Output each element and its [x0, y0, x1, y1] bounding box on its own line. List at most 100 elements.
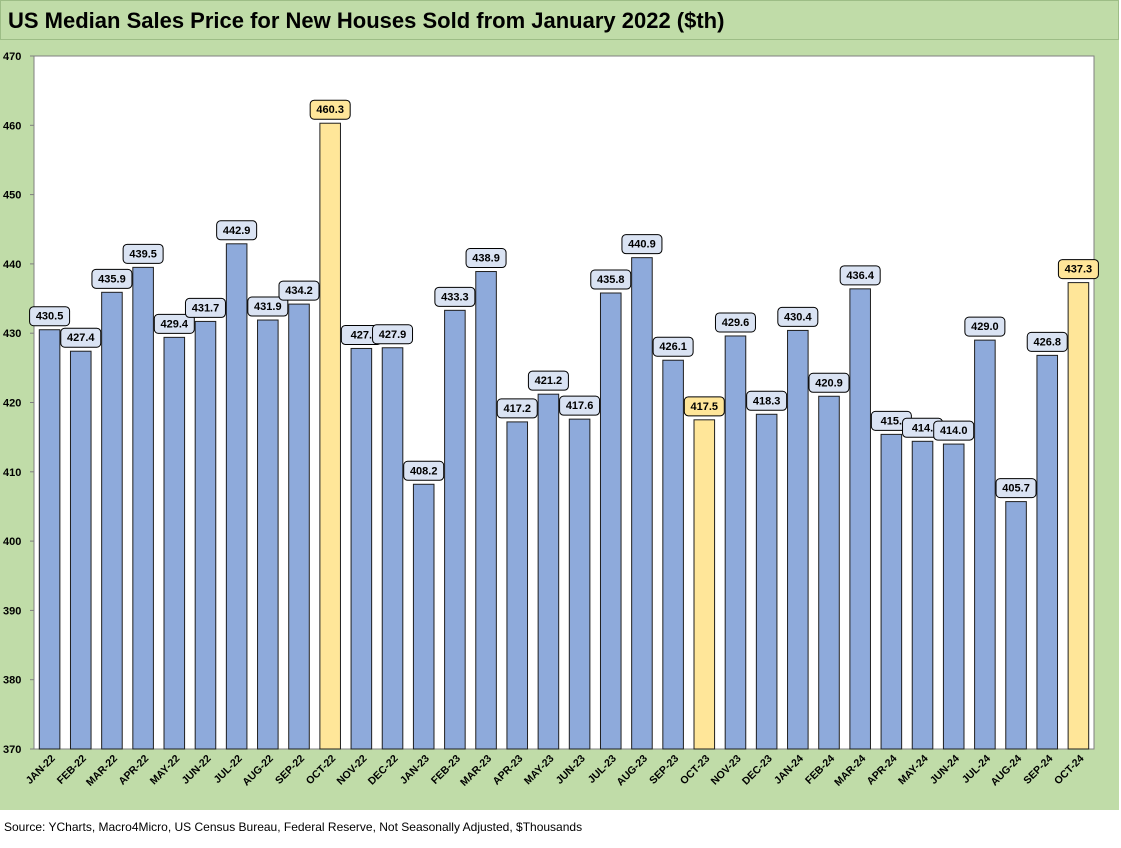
data-label: 427.9 — [379, 329, 407, 341]
bar — [631, 257, 653, 750]
data-label: 439.5 — [129, 248, 157, 260]
x-tick-label: MAY-24 — [896, 753, 931, 788]
data-label: 408.2 — [410, 465, 438, 477]
data-label: 414. — [912, 422, 933, 434]
data-label: 429.6 — [722, 317, 750, 329]
bar — [974, 339, 996, 750]
data-label-box — [216, 220, 258, 241]
y-tick-label: 450 — [3, 190, 21, 202]
x-tick-label: MAR-24 — [832, 753, 868, 789]
data-label: 414.0 — [940, 425, 968, 437]
y-tick-label: 470 — [3, 51, 21, 63]
source-note: Source: YCharts, Macro4Micro, US Census … — [4, 820, 583, 834]
data-label-box — [309, 99, 351, 120]
x-tick-label: OCT-22 — [304, 753, 339, 788]
data-label-box — [652, 336, 694, 357]
x-tick-label: MAR-23 — [458, 753, 494, 789]
data-label: 429.0 — [971, 321, 999, 333]
bar — [662, 359, 684, 750]
data-label: 417.6 — [566, 400, 594, 412]
data-label-box — [839, 265, 881, 286]
data-label-box — [60, 327, 102, 348]
data-label: 435.8 — [597, 274, 625, 286]
bar — [755, 413, 778, 750]
bar — [506, 421, 529, 750]
data-label: 405.7 — [1002, 483, 1030, 495]
bar — [911, 440, 934, 750]
x-tick-label: JAN-24 — [772, 753, 806, 787]
data-label-box — [122, 243, 164, 264]
data-label: 434.2 — [285, 285, 313, 297]
y-tick-label: 420 — [3, 398, 21, 410]
chart-title: US Median Sales Price for New Houses Sol… — [8, 8, 725, 33]
y-tick-label: 430 — [3, 328, 21, 340]
data-label: 442.9 — [223, 225, 251, 237]
data-label-box — [91, 268, 133, 289]
data-label: 429.4 — [161, 318, 189, 330]
data-label-box — [933, 420, 975, 441]
x-tick-label: APR-23 — [490, 753, 525, 788]
data-label-box — [714, 312, 756, 333]
bar — [1005, 501, 1027, 750]
data-label-box — [496, 398, 538, 419]
data-label-box — [527, 370, 569, 391]
bar — [288, 303, 310, 750]
bar — [381, 347, 404, 750]
y-tick-label: 370 — [3, 744, 21, 756]
bar — [444, 309, 466, 750]
bar — [163, 336, 186, 750]
bar — [101, 291, 123, 750]
bar — [693, 419, 716, 750]
x-tick-label: APR-22 — [116, 753, 151, 788]
data-label-box — [964, 316, 1006, 337]
x-tick-label: SEP-24 — [1021, 753, 1055, 787]
data-label-box — [683, 396, 725, 417]
bar — [849, 288, 871, 750]
data-label: 430.5 — [36, 311, 64, 323]
data-label-box — [403, 460, 445, 481]
data-label-box — [995, 478, 1037, 499]
bar — [880, 433, 903, 750]
bar — [257, 319, 279, 750]
x-tick-label: JUN-23 — [554, 753, 588, 787]
data-label-box — [372, 324, 414, 345]
data-label: 421.2 — [535, 375, 563, 387]
data-label: 418.3 — [753, 395, 781, 407]
bar — [568, 418, 591, 750]
bar — [599, 292, 622, 750]
bar — [412, 483, 435, 750]
data-label-box — [184, 297, 226, 318]
bar — [38, 329, 61, 750]
data-label: 430.4 — [784, 311, 812, 323]
data-label: 420.9 — [815, 377, 843, 389]
y-tick-label: 440 — [3, 259, 21, 271]
data-label-box — [1026, 331, 1068, 352]
data-label: 417.5 — [691, 401, 719, 413]
data-label-box — [777, 306, 819, 327]
data-label-box — [621, 234, 663, 255]
x-tick-label: AUG-23 — [614, 753, 650, 789]
x-tick-label: AUG-24 — [988, 753, 1024, 789]
y-tick-label: 400 — [3, 536, 21, 548]
data-label-box — [559, 395, 601, 416]
x-tick-label: MAY-22 — [148, 753, 183, 788]
bar — [1036, 354, 1059, 750]
data-label: 435.9 — [98, 273, 126, 285]
x-tick-label: DEC-23 — [740, 753, 775, 788]
x-tick-label: APR-24 — [865, 753, 900, 788]
data-label-box — [434, 286, 476, 307]
data-label: 460.3 — [316, 104, 344, 116]
x-tick-label: OCT-23 — [678, 753, 713, 788]
bar — [350, 347, 373, 750]
y-tick-label: 380 — [3, 675, 21, 687]
bar — [194, 320, 217, 750]
x-tick-label: NOV-23 — [709, 753, 744, 788]
bar — [319, 122, 341, 750]
x-tick-label: JUN-24 — [928, 753, 962, 787]
data-label-box — [808, 372, 850, 393]
data-label: 417.2 — [503, 403, 531, 415]
data-label: 431.9 — [254, 301, 282, 313]
data-label: 438.9 — [472, 253, 500, 265]
bar — [942, 443, 965, 750]
data-label-box — [29, 306, 71, 327]
